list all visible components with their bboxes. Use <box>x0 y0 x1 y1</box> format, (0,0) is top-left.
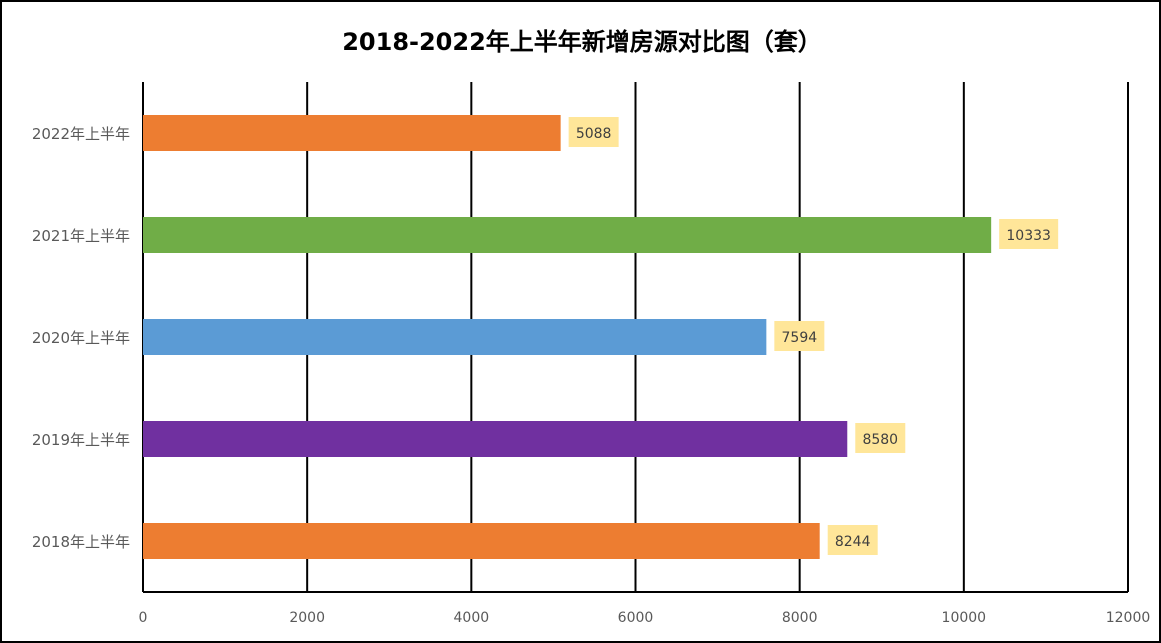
data-label-background <box>827 525 878 555</box>
bar <box>143 115 561 151</box>
x-tick-label: 0 <box>139 610 148 626</box>
bar <box>143 319 767 355</box>
x-tick-label: 6000 <box>618 610 654 626</box>
data-label: 8580 <box>862 432 898 448</box>
data-label: 5088 <box>576 126 612 142</box>
data-label: 10333 <box>1006 228 1051 244</box>
category-label: 2020年上半年 <box>32 329 130 347</box>
x-tick-label: 4000 <box>454 610 490 626</box>
bar <box>143 217 992 253</box>
category-label: 2018年上半年 <box>32 533 130 551</box>
bar <box>143 421 848 457</box>
category-label: 2022年上半年 <box>32 125 130 143</box>
chart-title: 2018-2022年上半年新增房源对比图（套） <box>342 28 822 56</box>
data-label: 8244 <box>835 534 871 550</box>
x-tick-label: 8000 <box>782 610 818 626</box>
category-label: 2019年上半年 <box>32 431 130 449</box>
data-label-background <box>568 117 619 147</box>
data-label: 7594 <box>782 330 818 346</box>
x-tick-label: 12000 <box>1106 610 1151 626</box>
x-tick-label: 10000 <box>942 610 987 626</box>
x-tick-label: 2000 <box>289 610 325 626</box>
data-label-background <box>855 423 906 453</box>
category-label: 2021年上半年 <box>32 227 130 245</box>
data-label-background <box>999 219 1059 249</box>
data-label-background <box>774 321 825 351</box>
bar <box>143 523 820 559</box>
